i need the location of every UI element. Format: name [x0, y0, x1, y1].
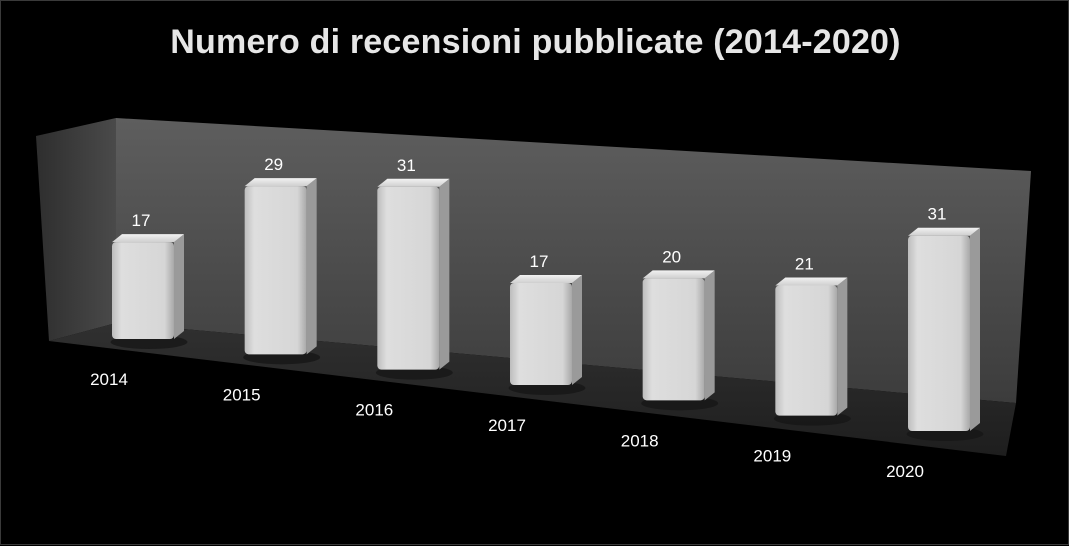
- data-label: 21: [795, 254, 814, 273]
- x-tick-label: 2017: [488, 416, 526, 435]
- bar-side: [572, 275, 582, 385]
- bar-top: [244, 178, 317, 187]
- bar: [641, 270, 719, 411]
- bar: [243, 178, 321, 365]
- bar-front: [642, 278, 705, 401]
- x-tick-label: 2015: [223, 385, 261, 404]
- bar-side: [970, 227, 980, 431]
- bar-top: [642, 270, 715, 279]
- side-wall: [36, 118, 116, 341]
- x-tick-label: 2018: [621, 431, 659, 450]
- bar-side: [704, 270, 715, 401]
- bar: [110, 234, 188, 349]
- data-label: 31: [928, 205, 947, 224]
- x-tick-label: 2020: [886, 462, 924, 481]
- data-label: 17: [530, 252, 549, 271]
- bar-front: [908, 235, 970, 431]
- bar-side: [837, 277, 848, 416]
- bar: [375, 178, 453, 380]
- bar: [773, 277, 851, 426]
- bar-front: [244, 186, 307, 355]
- bar-front: [377, 186, 440, 370]
- bar-top: [908, 227, 980, 236]
- data-label: 31: [397, 156, 416, 175]
- bar: [508, 275, 586, 395]
- bar-front: [775, 285, 838, 416]
- x-tick-label: 2016: [355, 401, 393, 420]
- bar-top: [775, 277, 848, 286]
- chart-scene: 17 2014 29 2015 31 2016 17 2017 20 2018 21 2019 31 20…: [36, 118, 1031, 481]
- bar-front: [510, 283, 572, 385]
- data-label: 17: [132, 211, 151, 230]
- bar-side: [174, 234, 184, 339]
- x-tick-label: 2014: [90, 370, 128, 389]
- x-tick-label: 2019: [753, 447, 791, 466]
- bar-top: [377, 178, 450, 187]
- bar-front: [112, 242, 174, 339]
- bar-top: [112, 234, 184, 243]
- chart-title: Numero di recensioni pubblicate (2014-20…: [170, 23, 901, 61]
- data-label: 29: [264, 155, 283, 174]
- data-label: 20: [662, 247, 681, 266]
- bar-side: [306, 178, 317, 355]
- bar-side: [439, 178, 450, 370]
- bar: [906, 227, 984, 441]
- bar-top: [510, 275, 582, 283]
